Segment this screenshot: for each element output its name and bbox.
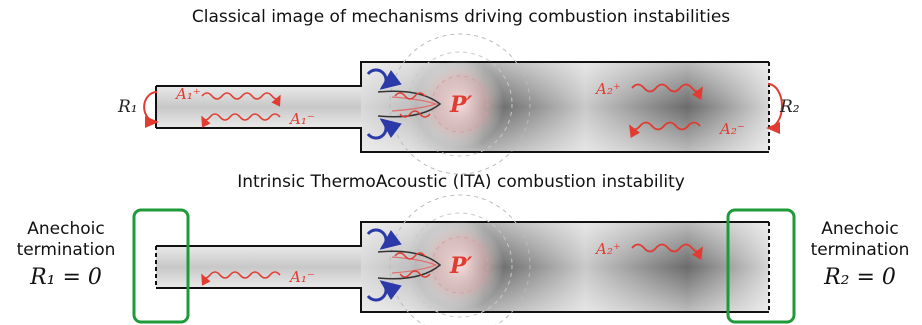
top-wave-a2-plus	[631, 83, 703, 101]
top-duct-walls	[156, 61, 769, 153]
top-label-a1-minus: A₁⁻	[288, 110, 315, 128]
right-anechoic-label: Anechoic termination R₂ = 0	[800, 219, 920, 290]
top-wave-a1-plus	[201, 92, 281, 107]
right-anechoic-box	[726, 208, 796, 324]
bottom-diagram-title: Intrinsic ThermoAcoustic (ITA) combustio…	[237, 172, 685, 192]
bottom-combustor: A₁⁻ A₂⁺ P′	[132, 194, 796, 325]
left-anechoic-label: Anechoic termination R₁ = 0	[10, 219, 122, 290]
top-acoustic-ring-mid	[407, 51, 513, 157]
top-diagram-title: Classical image of mechanisms driving co…	[191, 7, 731, 27]
top-vortex-lower-icon	[366, 118, 402, 140]
top-label-a2-minus: A₂⁻	[718, 120, 745, 138]
right-label-line1: Anechoic	[821, 219, 899, 239]
top-wave-a2-minus	[629, 121, 701, 139]
top-label-p-prime: P′	[449, 92, 473, 118]
right-label-line2: termination	[810, 240, 910, 260]
bottom-acoustic-ring-outer	[389, 194, 531, 325]
bottom-vortex-lower-icon	[366, 280, 402, 302]
left-anechoic-box	[132, 208, 190, 324]
bottom-vortex-upper-icon	[366, 228, 402, 250]
top-r2-reflection-icon	[766, 83, 783, 134]
top-r1-reflection-icon	[143, 91, 159, 128]
top-flame-glow	[416, 60, 504, 148]
top-label-r2: R₂	[779, 97, 800, 117]
bottom-label-a2-plus: A₂⁺	[594, 240, 621, 258]
bottom-acoustic-ring-inner	[431, 236, 489, 294]
bottom-duct-walls	[156, 221, 769, 313]
top-acoustic-ring-outer	[389, 33, 531, 175]
left-label-line2: termination	[16, 240, 116, 260]
bottom-flame-glow	[416, 221, 504, 309]
top-label-a1-plus: A₁⁺	[174, 85, 201, 103]
bottom-label-p-prime: P′	[449, 253, 473, 279]
top-flame-front	[377, 90, 442, 118]
top-combustor: R₁ R₂ A₁⁺ A₁⁻ A₂⁺ A₂⁻ P′	[117, 33, 800, 175]
bottom-wave-a1-minus	[201, 271, 281, 286]
bottom-wave-a2-plus	[631, 243, 703, 261]
bottom-label-a1-minus: A₁⁻	[288, 268, 315, 286]
top-label-a2-plus: A₂⁺	[594, 80, 621, 98]
top-inlet-duct	[156, 86, 361, 128]
top-acoustic-ring-inner	[431, 75, 489, 133]
top-wave-a1-minus	[201, 113, 281, 128]
top-label-r1: R₁	[117, 97, 138, 117]
bottom-flame-front	[377, 250, 442, 280]
right-eq-r2: R₂ = 0	[824, 265, 896, 290]
bottom-acoustic-ring-mid	[407, 212, 513, 318]
bottom-inlet-duct	[156, 246, 361, 288]
top-vortex-upper-icon	[366, 68, 402, 90]
left-eq-r1: R₁ = 0	[30, 265, 102, 290]
left-label-line1: Anechoic	[27, 219, 105, 239]
